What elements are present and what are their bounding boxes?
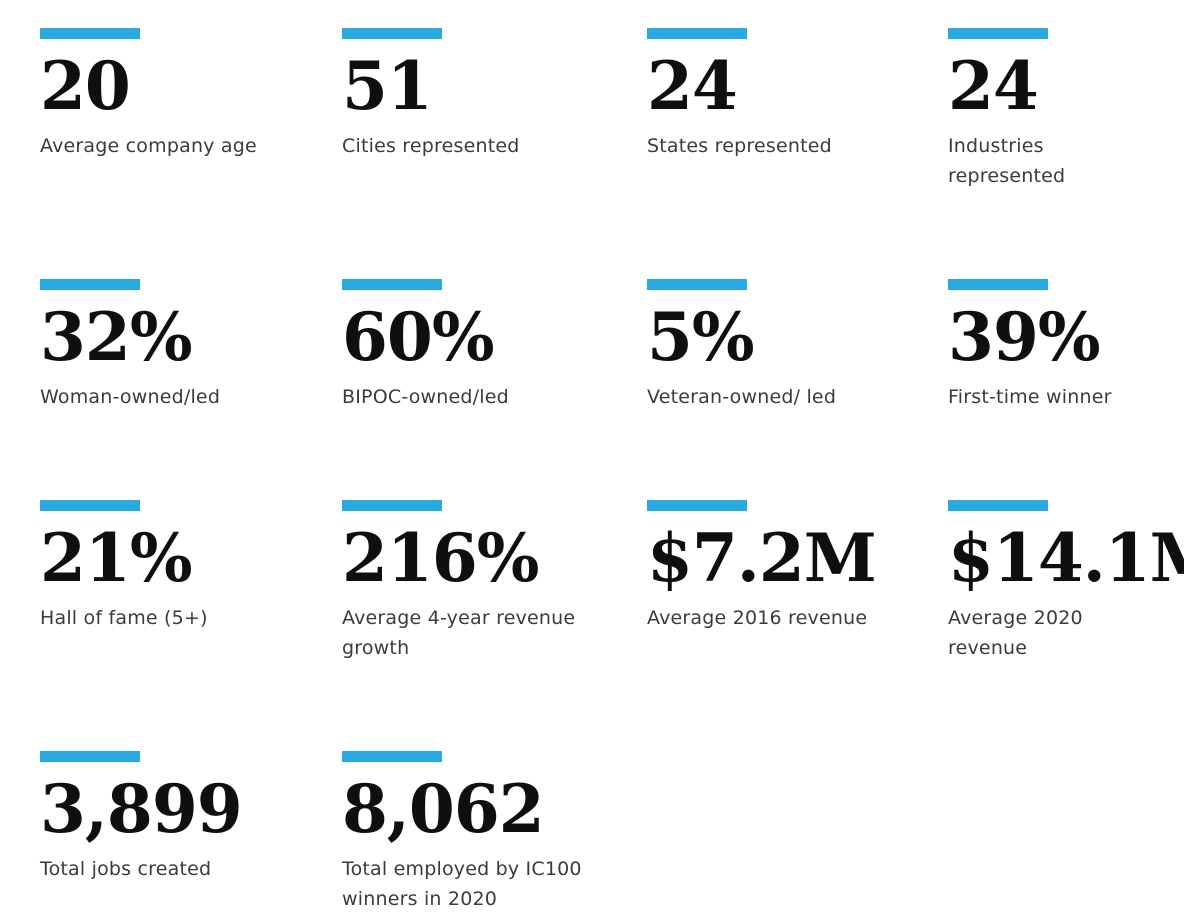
stat-value: 20 [40,47,131,125]
stat-label: Average company age [40,135,257,157]
stat-value: 60% [342,298,495,376]
accent-bar [948,500,1048,511]
stat-label: Veteran-owned/ led [647,386,837,408]
stat-card: 5% Veteran-owned/ led [647,279,948,412]
stat-card: 8,062 Total employed by IC100 winners in… [342,751,647,914]
accent-bar [342,500,442,511]
stat-card: 24 Industries represented [948,28,1184,191]
stat-value: 51 [342,47,433,125]
stat-card: 3,899 Total jobs created [40,751,342,914]
stat-label: Industries represented [948,135,1066,187]
stat-value: 5% [647,298,755,376]
stat-value: 21% [40,519,193,597]
stat-label: Average 4-year revenue growth [342,607,576,659]
stat-value: $14.1M [948,519,1184,597]
accent-bar [40,500,140,511]
stat-card: $14.1M Average 2020 revenue [948,500,1184,663]
stat-card: 20 Average company age [40,28,342,191]
stat-value: 24 [647,47,738,125]
stat-label: Total employed by IC100 winners in 2020 [342,858,582,910]
accent-bar [342,28,442,39]
stat-value: 24 [948,47,1039,125]
stat-label: Cities represented [342,135,520,157]
stat-label: Woman-owned/led [40,386,221,408]
stat-label: BIPOC-owned/led [342,386,509,408]
stat-card: 39% First-time winner [948,279,1184,412]
stat-label: First-time winner [948,386,1112,408]
stat-value: 216% [342,519,539,597]
accent-bar [40,751,140,762]
stat-value: 3,899 [40,770,243,848]
accent-bar [647,279,747,290]
accent-bar [948,279,1048,290]
accent-bar [647,500,747,511]
stat-card: 216% Average 4-year revenue growth [342,500,647,663]
stat-label: Average 2016 revenue [647,607,868,629]
stat-card: 24 States represented [647,28,948,191]
stat-value: 32% [40,298,193,376]
stat-label: Hall of fame (5+) [40,607,208,629]
stat-value: 8,062 [342,770,545,848]
stat-card: 60% BIPOC-owned/led [342,279,647,412]
accent-bar [342,751,442,762]
accent-bar [647,28,747,39]
stat-card: 32% Woman-owned/led [40,279,342,412]
accent-bar [40,279,140,290]
stat-label: Total jobs created [40,858,212,880]
stat-card: 21% Hall of fame (5+) [40,500,342,663]
stat-label: States represented [647,135,832,157]
stat-card: $7.2M Average 2016 revenue [647,500,948,663]
stat-value: $7.2M [647,519,877,597]
stat-card: 51 Cities represented [342,28,647,191]
accent-bar [342,279,442,290]
accent-bar [40,28,140,39]
accent-bar [948,28,1048,39]
stat-label: Average 2020 revenue [948,607,1083,659]
stat-value: 39% [948,298,1101,376]
